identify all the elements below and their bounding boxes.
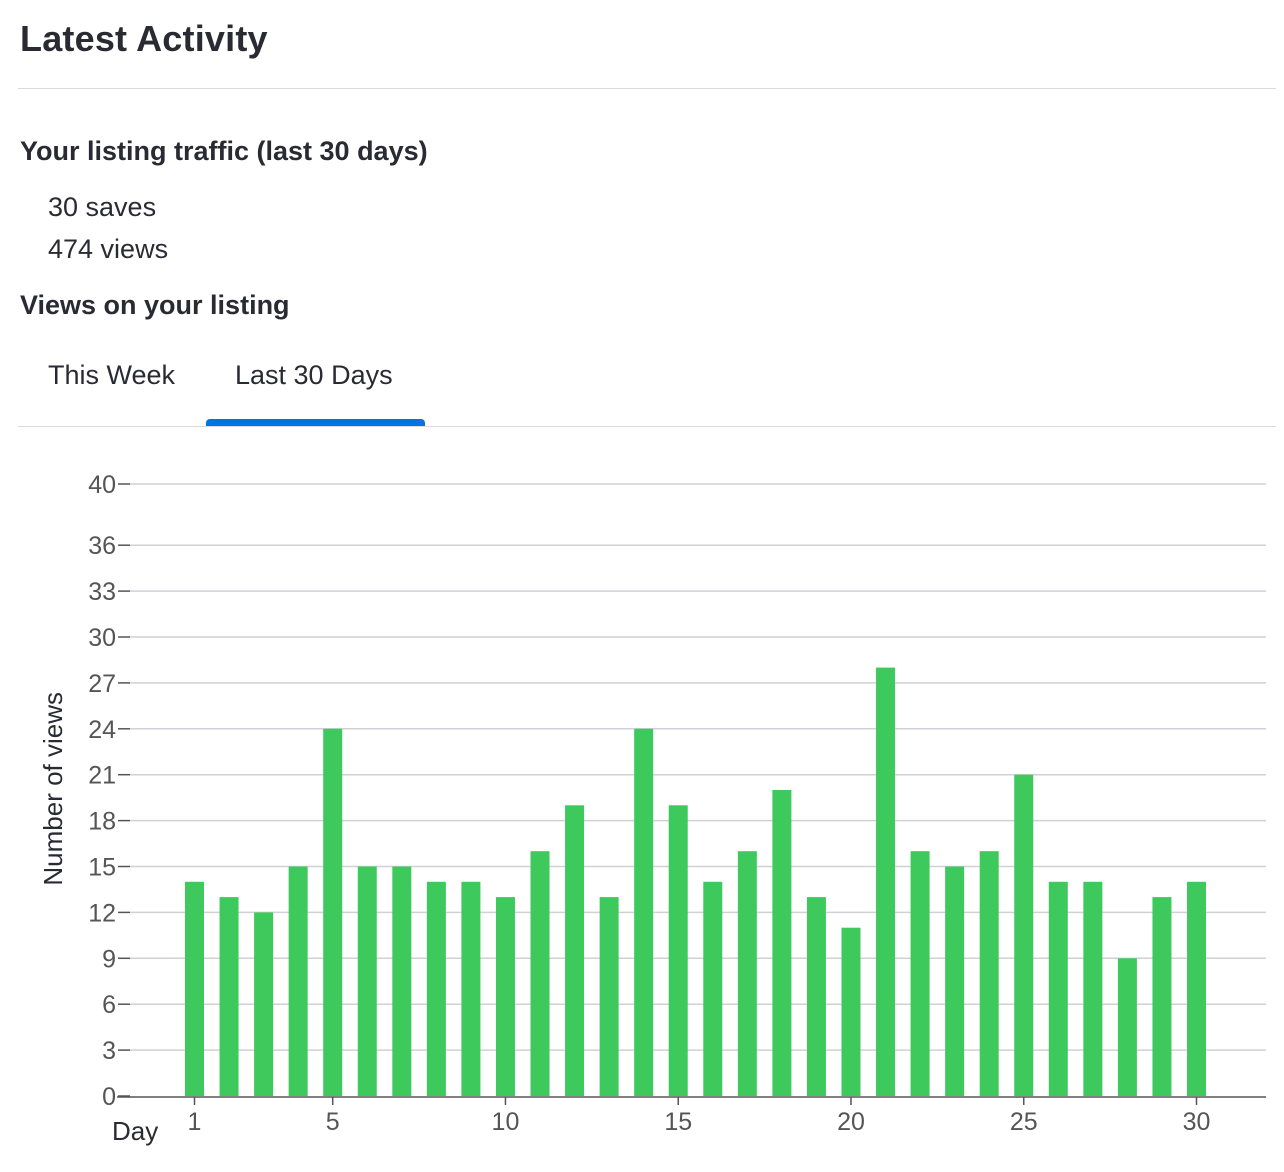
bars	[185, 667, 1206, 1096]
bar	[1152, 897, 1172, 1096]
bar	[703, 881, 723, 1096]
header-divider	[18, 88, 1276, 89]
bar	[1048, 881, 1068, 1096]
bar	[357, 866, 377, 1096]
bar	[185, 881, 204, 1096]
page-title: Latest Activity	[20, 18, 268, 59]
x-tick-label: 30	[1183, 1108, 1211, 1136]
tab-this-week[interactable]: This Week	[48, 360, 176, 390]
y-tick-label: 40	[88, 471, 116, 499]
y-tick-label: 21	[88, 762, 116, 790]
bar	[945, 866, 965, 1096]
bar	[530, 851, 550, 1096]
y-tick-label: 12	[88, 899, 116, 927]
y-tick-label: 36	[88, 532, 116, 560]
bar	[979, 851, 999, 1096]
bar	[565, 805, 585, 1096]
bar	[323, 728, 343, 1096]
grid-lines	[130, 483, 1266, 1051]
bar	[495, 897, 515, 1096]
bar	[1083, 881, 1103, 1096]
bar	[910, 851, 930, 1096]
bar	[1014, 774, 1034, 1096]
y-tick-label: 27	[88, 670, 116, 698]
y-tick-label: 0	[102, 1083, 116, 1111]
selected-tab-indicator	[206, 419, 425, 426]
bar	[841, 927, 861, 1096]
bar	[219, 897, 239, 1096]
x-tick-label: 15	[664, 1108, 692, 1136]
views-heading: Views on your listing	[20, 290, 290, 320]
x-tick-label: 20	[837, 1108, 865, 1136]
bar	[1117, 958, 1137, 1096]
bar	[772, 790, 792, 1096]
y-tick-label: 24	[88, 716, 116, 744]
bar	[461, 881, 481, 1096]
y-axis-label: Number of views	[38, 692, 68, 886]
x-axis-label: Day	[112, 1116, 158, 1146]
y-tick-label: 9	[102, 945, 116, 973]
bar	[288, 866, 308, 1096]
bar	[599, 897, 619, 1096]
y-tick-label: 15	[88, 854, 116, 882]
views-count: 474 views	[48, 234, 169, 264]
x-axis-ticks: 1 5 10 15 20 25 30	[188, 1097, 1211, 1136]
bar	[806, 897, 826, 1096]
tab-last-30-days[interactable]: Last 30 Days	[235, 360, 393, 390]
x-tick-label: 1	[188, 1108, 202, 1136]
bar	[668, 805, 688, 1096]
bar	[426, 881, 446, 1096]
y-tick-label: 30	[88, 624, 116, 652]
bar	[392, 866, 412, 1096]
x-tick-label: 10	[492, 1108, 520, 1136]
bar	[1187, 881, 1206, 1096]
traffic-heading: Your listing traffic (last 30 days)	[20, 136, 428, 166]
bar	[254, 912, 274, 1096]
tabs-divider	[18, 426, 1276, 427]
y-tick-label: 3	[102, 1037, 116, 1065]
y-tick-label: 18	[88, 808, 116, 836]
bar	[876, 667, 896, 1096]
y-tick-label: 6	[102, 991, 116, 1019]
y-tick-label: 33	[88, 578, 116, 606]
saves-count: 30 saves	[48, 192, 157, 222]
x-tick-label: 5	[326, 1108, 340, 1136]
bar	[737, 851, 757, 1096]
x-tick-label: 25	[1010, 1108, 1038, 1136]
bar	[634, 728, 654, 1096]
